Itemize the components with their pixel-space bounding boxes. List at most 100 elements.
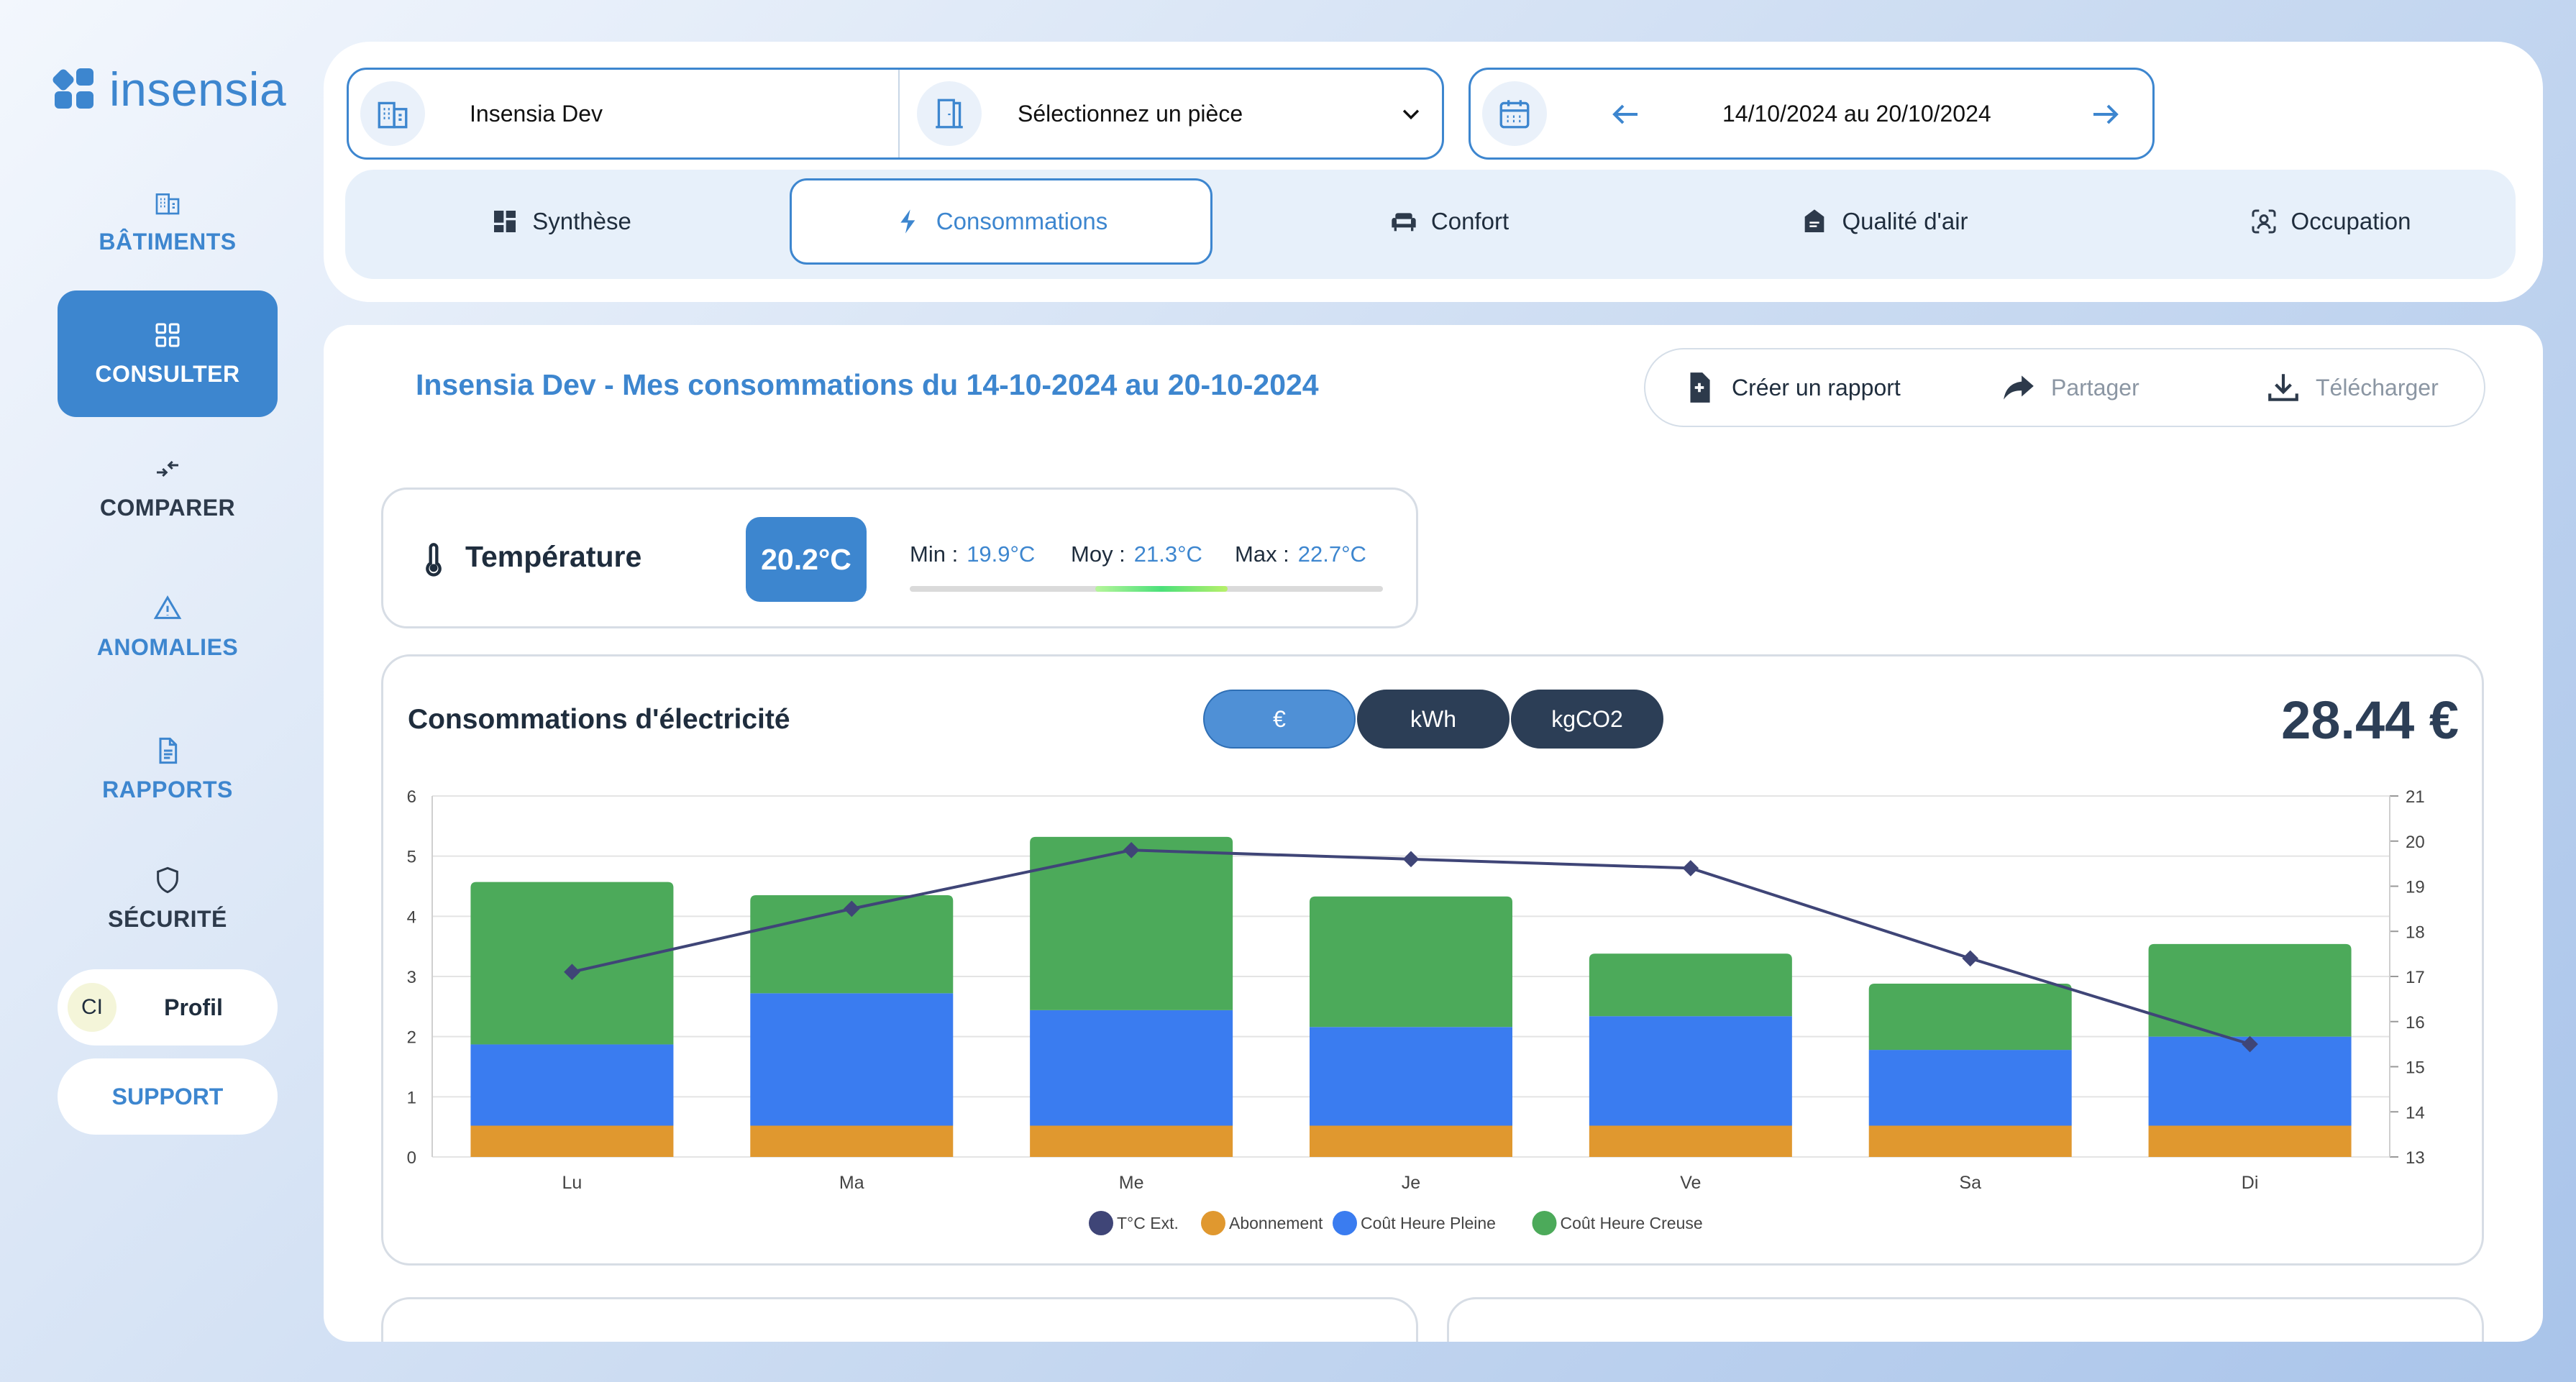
avatar: CI [68, 983, 117, 1032]
bar-segment [2148, 943, 2352, 1037]
legend-marker [1089, 1211, 1113, 1235]
selector-divider [898, 70, 900, 157]
door-icon [917, 81, 982, 146]
y2-tick-label: 19 [2406, 878, 2425, 897]
x-tick-label: Je [1402, 1173, 1420, 1193]
tab-label: Consommations [936, 208, 1108, 234]
create-report-label: Créer un rapport [1732, 374, 1901, 401]
chevron-down-icon[interactable] [1399, 101, 1423, 126]
tab-label: Confort [1430, 208, 1509, 234]
temperature-max: Max : 22.7°C [1235, 541, 1366, 567]
date-selector: 14/10/2024 au 20/10/2024 [1469, 68, 2155, 160]
brand-logo[interactable]: insensia [51, 62, 286, 116]
tab-label: Qualité d'air [1842, 208, 1968, 234]
y-tick-label: 6 [407, 787, 416, 807]
x-tick-label: Ma [839, 1173, 864, 1193]
tabs-bar: Synthèse Consommations Confort Qualité d… [345, 170, 2516, 279]
lightning-icon [900, 209, 915, 234]
bar-segment [1030, 1010, 1233, 1126]
profile-button[interactable]: CI Profil [58, 969, 278, 1045]
create-report-button[interactable]: Créer un rapport [1681, 370, 1901, 406]
main-card: Insensia Dev - Mes consommations du 14-1… [324, 325, 2543, 1342]
bar-segment [1589, 1016, 1792, 1126]
unit-kgco2-button[interactable]: kgCO2 [1511, 690, 1663, 749]
thermometer-icon [426, 543, 442, 577]
sidebar-item-securite[interactable]: SÉCURITÉ [58, 836, 278, 962]
legend-marker [1333, 1211, 1357, 1235]
electricity-chart: 0 1 2 3 4 5 6 13 14 15 16 17 18 19 20 21 Lu Ma Me Je Ve Sa Di T… [407, 787, 2425, 1235]
sidebar-item-batiments[interactable]: BÂTIMENTS [58, 158, 278, 285]
page-title: Insensia Dev - Mes consommations du 14-1… [416, 368, 1319, 401]
line-point [1123, 841, 1140, 859]
building-select[interactable]: Insensia Dev [470, 100, 603, 127]
sidebar-item-label: ANOMALIES [96, 633, 239, 660]
arrow-left-icon[interactable] [1609, 97, 1643, 132]
tab-label: Synthèse [532, 208, 631, 234]
bar-segment [1030, 1125, 1233, 1157]
warning-icon [153, 595, 182, 619]
support-button[interactable]: SUPPORT [58, 1058, 278, 1135]
y2-tick-label: 15 [2406, 1058, 2425, 1078]
sidebar-item-comparer[interactable]: COMPARER [58, 424, 278, 551]
bar-segment [1868, 984, 2072, 1051]
bar-segment [470, 882, 674, 1045]
sidebar-item-label: BÂTIMENTS [99, 228, 237, 255]
avg-value: 21.3°C [1133, 541, 1202, 567]
room-select[interactable]: Sélectionnez un pièce [1018, 100, 1243, 127]
y-tick-label: 3 [407, 968, 416, 987]
line-point [2242, 1035, 2258, 1053]
bar-segment [1310, 1027, 1512, 1126]
sidebar-item-consulter[interactable]: CONSULTER [58, 290, 278, 417]
sidebar-item-label: COMPARER [99, 494, 236, 521]
profile-label: Profil [164, 994, 223, 1020]
line-point [843, 900, 860, 917]
bar-segment [1589, 1125, 1792, 1157]
tab-synthese[interactable]: Synthèse [467, 178, 654, 265]
legend-marker [1201, 1211, 1225, 1235]
legend-label: Abonnement [1229, 1214, 1323, 1232]
bar-segment [1310, 896, 1512, 1028]
min-value: 19.9°C [967, 541, 1036, 567]
bottom-card-right [1447, 1297, 2484, 1342]
legend-label: Coût Heure Pleine [1361, 1214, 1496, 1232]
tab-consommations[interactable]: Consommations [790, 178, 1212, 265]
unit-euro-button[interactable]: € [1203, 690, 1356, 749]
y-tick-label: 2 [407, 1028, 416, 1048]
unit-kwh-button[interactable]: kWh [1357, 690, 1509, 749]
temperature-range-fill [1095, 586, 1228, 592]
y-tick-label: 4 [407, 907, 416, 927]
arrow-right-icon[interactable] [2088, 97, 2122, 132]
bar-segment [1868, 1125, 2072, 1157]
temperature-card: Température 20.2°C Min : 19.9°C Moy : 21.3… [381, 488, 1418, 628]
download-icon [2268, 374, 2298, 401]
calendar-icon[interactable] [1482, 81, 1547, 146]
tab-confort[interactable]: Confort [1352, 178, 1546, 265]
y2-tick-label: 18 [2406, 923, 2425, 942]
line-point [1682, 860, 1699, 877]
sofa-icon [1392, 213, 1416, 232]
temperature-label: Température [465, 540, 642, 573]
sidebar-item-anomalies[interactable]: ANOMALIES [58, 564, 278, 690]
y2-tick-label: 14 [2406, 1103, 2425, 1122]
share-button[interactable]: Partager [2001, 370, 2139, 406]
temperature-min: Min : 19.9°C [910, 541, 1035, 567]
y2-tick-label: 16 [2406, 1013, 2425, 1033]
temperature-range-bar [910, 586, 1383, 592]
logo-mark-icon [51, 68, 96, 110]
sidebar-item-label: RAPPORTS [102, 776, 233, 802]
sidebar-item-label: SÉCURITÉ [108, 905, 227, 932]
download-button[interactable]: Télécharger [2265, 370, 2439, 406]
bar-segment [470, 1044, 674, 1126]
chart-title: Consommations d'électricité [408, 704, 790, 735]
y2-tick-label: 17 [2406, 968, 2425, 987]
sidebar-item-rapports[interactable]: RAPPORTS [58, 706, 278, 833]
date-range[interactable]: 14/10/2024 au 20/10/2024 [1722, 100, 1991, 127]
x-tick-label: Ve [1680, 1173, 1701, 1193]
tab-occupation[interactable]: Occupation [2215, 178, 2445, 265]
tab-qualite-air[interactable]: Qualité d'air [1776, 178, 1992, 265]
dashboard-icon [494, 211, 516, 232]
bar-segment [750, 993, 954, 1126]
y-tick-label: 0 [407, 1148, 416, 1168]
shield-icon [157, 866, 178, 893]
bar-segment [2148, 1125, 2352, 1157]
